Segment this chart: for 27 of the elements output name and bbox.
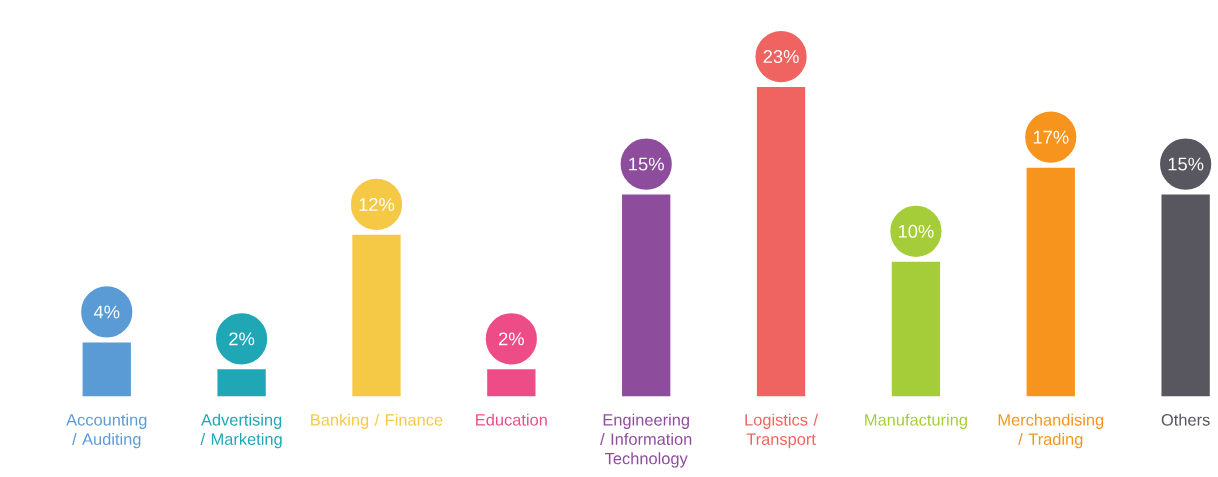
bar [891, 261, 941, 397]
bar [352, 234, 401, 397]
data-label: 17% [1033, 130, 1069, 144]
x-tick-label: Others [1161, 413, 1210, 426]
bar [1161, 194, 1210, 397]
bar [622, 194, 671, 397]
data-label: 15% [629, 157, 664, 171]
data-label: 10% [898, 224, 934, 238]
x-tick-label: Banking / Finance [311, 413, 443, 429]
bar [756, 86, 806, 397]
bar [217, 369, 266, 397]
data-label: 2% [229, 332, 255, 346]
data-label: 15% [1168, 157, 1204, 171]
data-label: 2% [498, 332, 524, 346]
x-tick-label: Engineering / Information Technology [600, 413, 692, 468]
data-label: 23% [763, 49, 799, 63]
bar [487, 369, 536, 397]
data-label: 12% [359, 197, 395, 211]
data-label: 4% [93, 305, 120, 319]
x-tick-label: Accounting / Auditing [66, 413, 147, 449]
x-tick-label: Merchandising / Trading [998, 413, 1104, 449]
bar [82, 342, 131, 397]
x-tick-label: Advertising / Marketing [200, 413, 282, 449]
x-tick-label: Education [476, 413, 547, 426]
x-tick-label: Logistics / Transport [745, 413, 819, 449]
bar [1026, 167, 1075, 397]
x-tick-label: Manufacturing [865, 413, 967, 429]
